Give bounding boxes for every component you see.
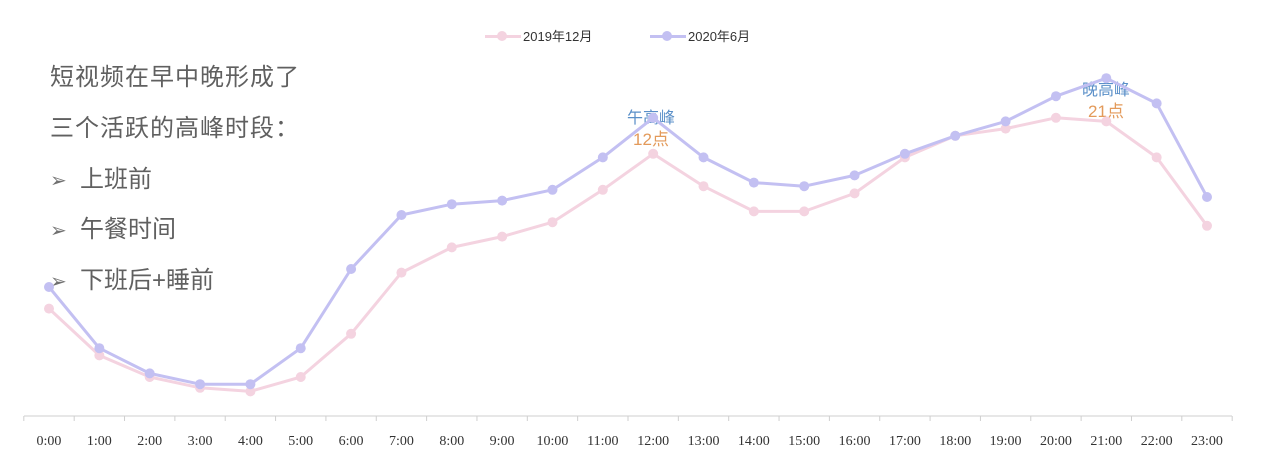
series-line-2019-12 — [47, 116, 1209, 393]
bullet-text: 下班后+睡前 — [80, 267, 215, 294]
data-point-2020-06 — [1101, 73, 1112, 84]
data-point-2019-12 — [245, 386, 256, 397]
x-tick-label: 23:00 — [1191, 434, 1223, 449]
data-point-2020-06 — [245, 379, 256, 390]
data-point-2019-12 — [1000, 123, 1011, 134]
x-tick-label: 10:00 — [537, 434, 569, 449]
data-point-2020-06 — [346, 264, 357, 274]
data-point-2020-06 — [44, 282, 54, 292]
arrow-bullet-icon: ➢ — [50, 271, 67, 293]
x-tick-label: 5:00 — [288, 434, 313, 449]
data-point-2019-12 — [698, 181, 709, 192]
annotation-evening-name: 晚高峰 — [1081, 82, 1130, 99]
legend-item-2020: 2020年6月 — [650, 26, 750, 45]
data-point-2019-12 — [849, 188, 860, 199]
data-point-2020-06 — [849, 170, 860, 181]
arrow-bullet-icon: ➢ — [50, 220, 67, 242]
series-line-2020-06 — [47, 76, 1209, 386]
x-tick-label: 22:00 — [1141, 434, 1173, 449]
intro-line-2: 三个活跃的高峰时段： — [50, 115, 300, 142]
data-point-2020-06 — [1151, 98, 1162, 109]
data-point-2020-06 — [698, 152, 709, 163]
bullet-item: ➢ 下班后+睡前 — [50, 260, 214, 295]
data-point-2019-12 — [1050, 112, 1061, 123]
x-tick-label: 4:00 — [238, 434, 263, 449]
intro-line-1: 短视频在早中晚形成了 — [50, 64, 300, 91]
data-point-2020-06 — [195, 379, 206, 390]
x-tick-label: 15:00 — [788, 434, 820, 449]
x-tick-label: 13:00 — [688, 434, 720, 449]
annotation-noon-hour: 12点 — [633, 130, 669, 149]
bullet-text: 午餐时间 — [80, 216, 176, 243]
data-point-2020-06 — [1000, 116, 1011, 127]
x-tick-label: 6:00 — [339, 434, 364, 449]
data-point-2019-12 — [295, 372, 306, 382]
data-point-2020-06 — [1202, 192, 1212, 202]
data-point-2019-12 — [1151, 152, 1162, 163]
data-point-2019-12 — [748, 206, 759, 217]
data-point-2019-12 — [346, 328, 357, 339]
bullet-item: ➢ 午餐时间 — [50, 209, 176, 244]
data-point-2020-06 — [648, 112, 659, 123]
data-point-2019-12 — [597, 184, 608, 195]
arrow-bullet-icon: ➢ — [50, 170, 67, 192]
legend-label-2020: 2020年6月 — [688, 29, 751, 44]
data-point-2020-06 — [144, 368, 155, 379]
x-tick-label: 7:00 — [389, 434, 414, 449]
data-point-2020-06 — [547, 184, 558, 195]
x-tick-label: 11:00 — [587, 434, 618, 449]
data-point-2020-06 — [1050, 91, 1061, 102]
data-point-2020-06 — [597, 152, 608, 163]
x-tick-label: 12:00 — [637, 434, 669, 449]
x-tick-label: 9:00 — [490, 434, 515, 449]
data-point-2019-12 — [94, 350, 105, 361]
annotation-evening-hour: 21点 — [1088, 102, 1124, 121]
data-point-2019-12 — [648, 148, 659, 159]
data-point-2020-06 — [497, 195, 508, 206]
x-tick-label: 8:00 — [439, 434, 464, 449]
x-tick-label: 16:00 — [839, 434, 871, 449]
data-point-2020-06 — [295, 343, 306, 354]
x-tick-label: 1:00 — [87, 434, 112, 449]
bullet-item: ➢ 上班前 — [50, 159, 152, 194]
x-tick-label: 14:00 — [738, 434, 770, 449]
x-tick-label: 20:00 — [1040, 434, 1072, 449]
data-point-2019-12 — [396, 267, 407, 278]
annotation-evening-peak: 晚高峰 21点 — [1066, 80, 1146, 122]
x-tick-label: 2:00 — [137, 434, 162, 449]
data-point-2019-12 — [547, 217, 558, 228]
legend-swatch-2019 — [485, 29, 521, 43]
data-point-2020-06 — [94, 343, 105, 354]
data-point-2020-06 — [446, 199, 457, 210]
x-tick-label: 0:00 — [37, 434, 62, 449]
x-tick-label: 17:00 — [889, 434, 921, 449]
data-point-2020-06 — [950, 130, 961, 141]
data-point-2019-12 — [446, 242, 457, 253]
x-tick-label: 19:00 — [990, 434, 1022, 449]
data-point-2019-12 — [1202, 220, 1212, 231]
legend-label-2019: 2019年12月 — [523, 29, 593, 44]
data-point-2019-12 — [44, 303, 54, 314]
legend-swatch-2020 — [650, 29, 686, 43]
data-point-2020-06 — [799, 181, 810, 192]
x-tick-label: 3:00 — [188, 434, 213, 449]
x-tick-label: 18:00 — [939, 434, 971, 449]
legend-item-2019: 2019年12月 — [485, 26, 592, 45]
data-point-2019-12 — [799, 206, 810, 217]
data-point-2019-12 — [1101, 116, 1112, 127]
bullet-text: 上班前 — [80, 166, 152, 193]
x-tick-label: 21:00 — [1090, 434, 1122, 449]
data-point-2020-06 — [396, 210, 407, 220]
data-point-2020-06 — [899, 148, 910, 159]
data-point-2020-06 — [748, 177, 759, 188]
data-point-2019-12 — [497, 231, 508, 242]
